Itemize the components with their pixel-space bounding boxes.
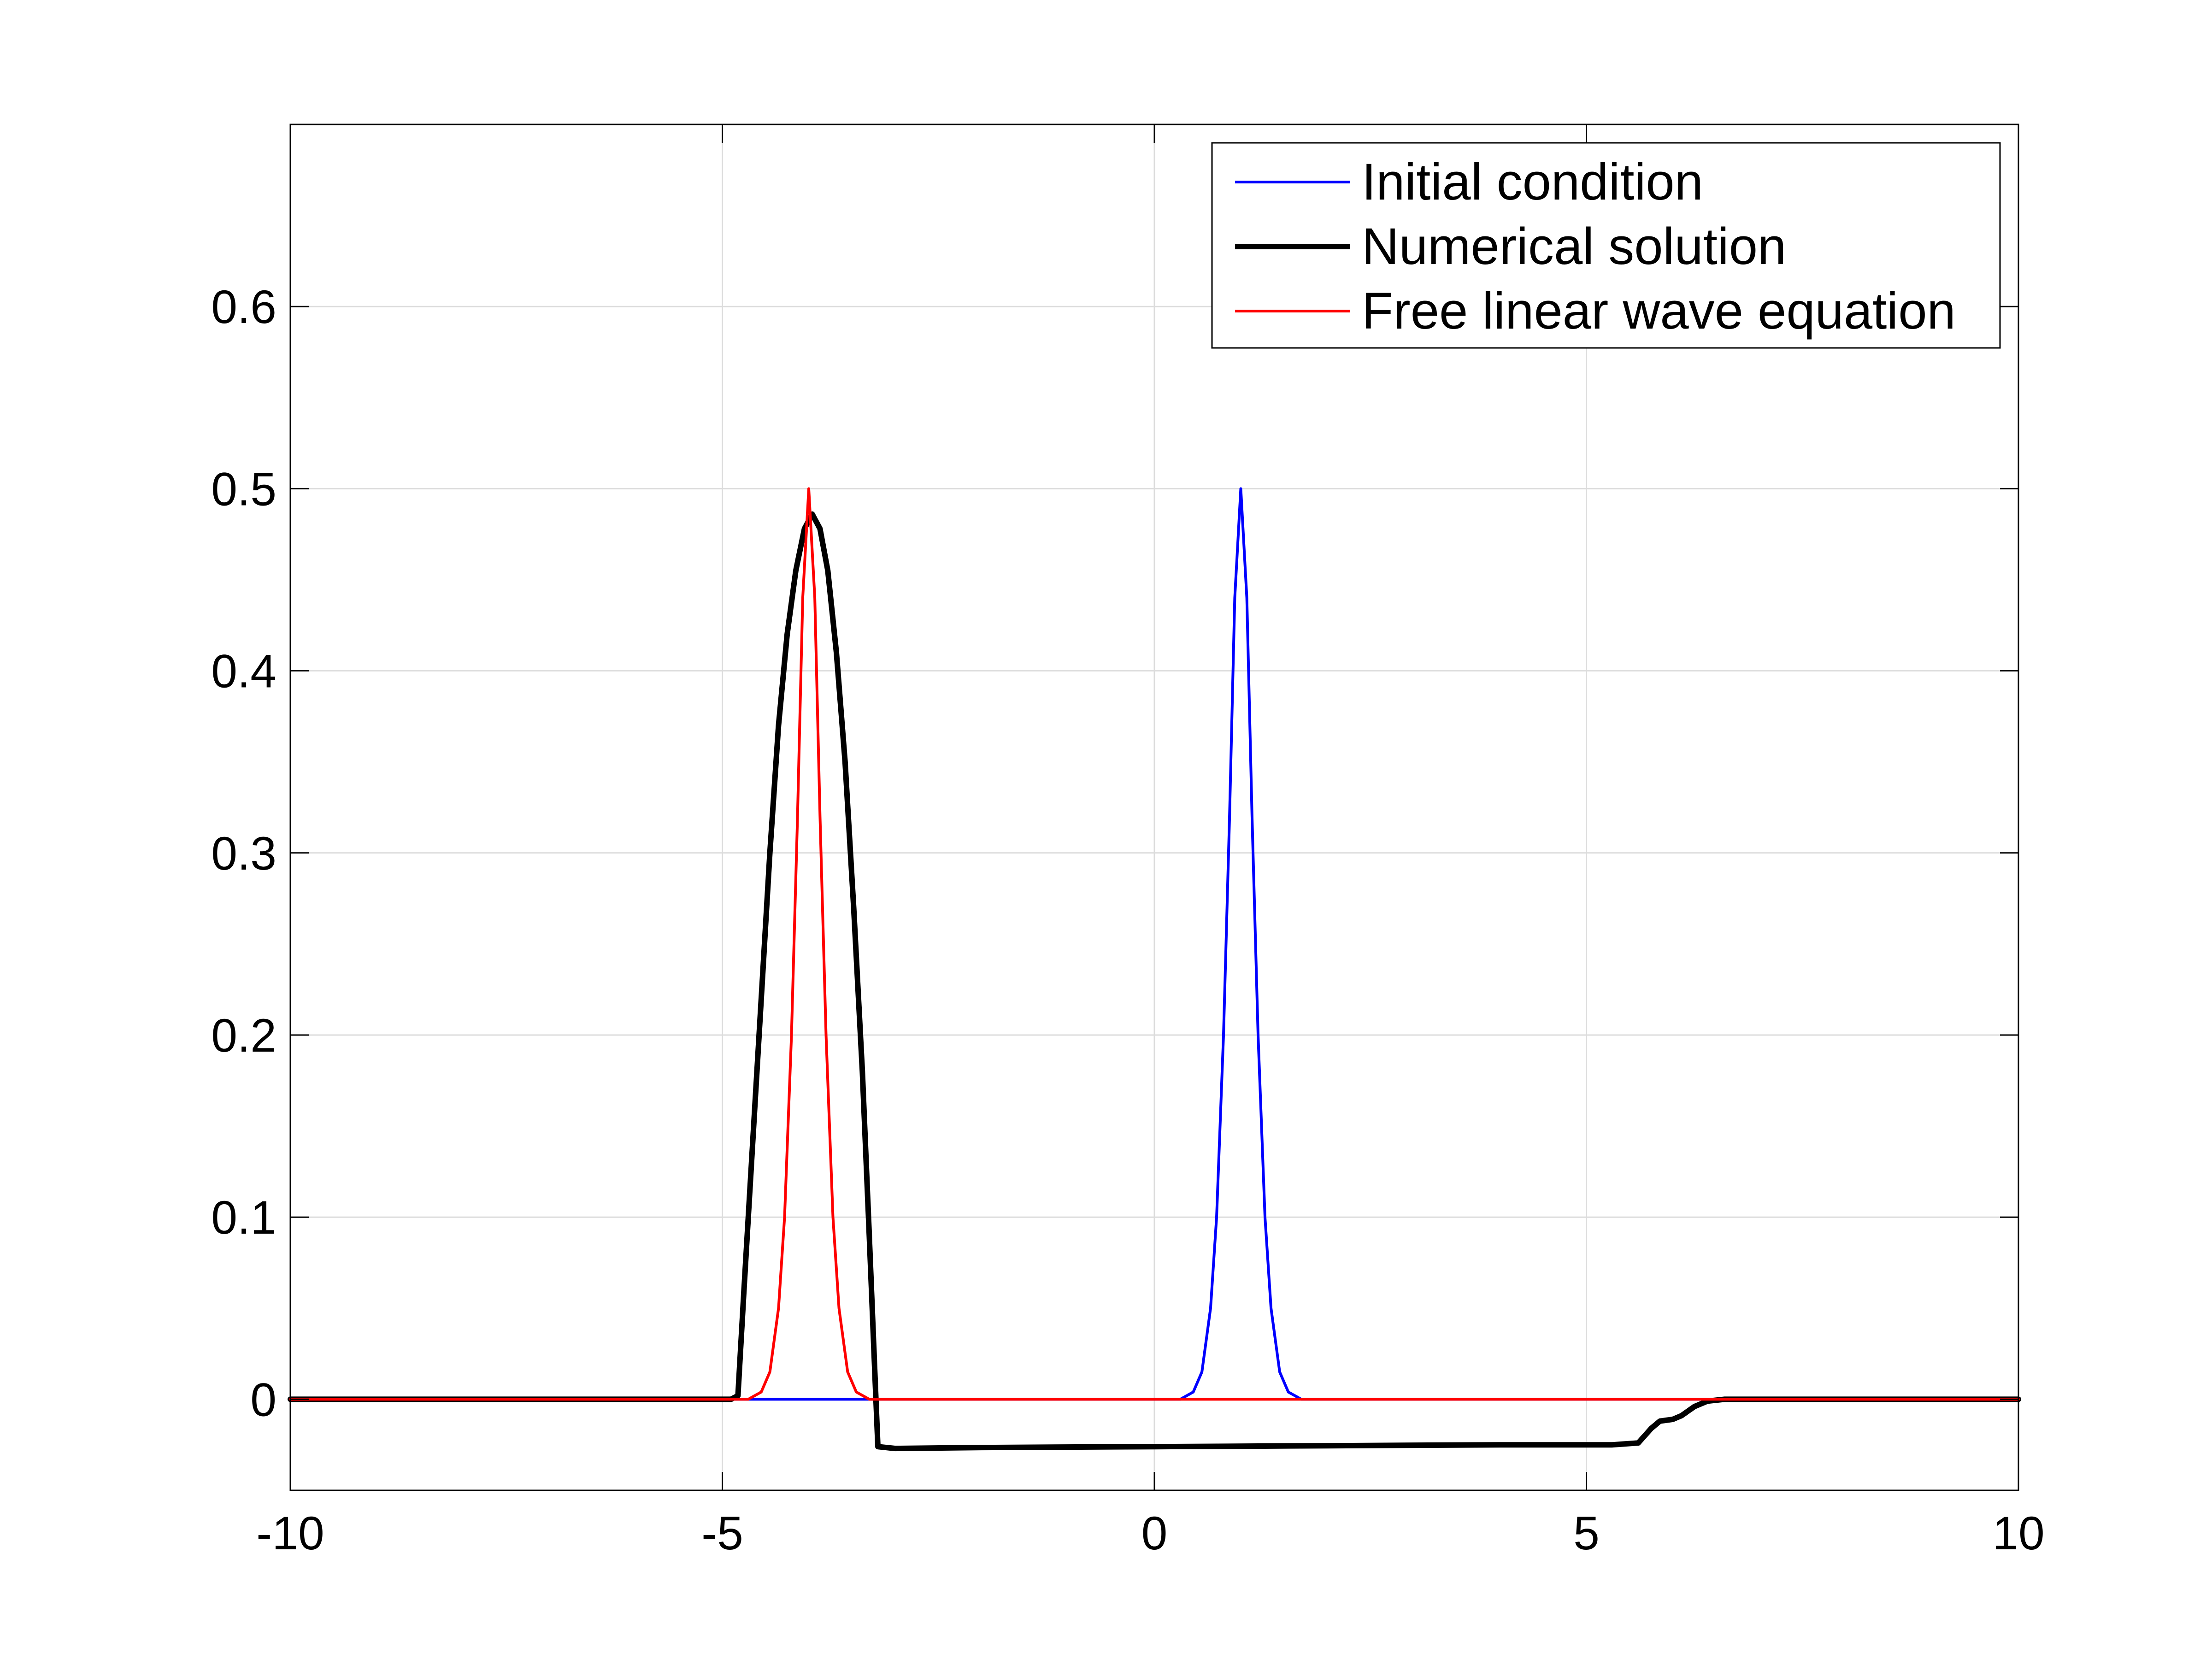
y-tick-label: 0.1: [211, 1191, 276, 1244]
legend-label-initial-condition: Initial condition: [1362, 153, 1703, 211]
x-tick-label: -5: [701, 1507, 743, 1559]
legend: Initial condition Numerical solution Fre…: [1211, 142, 2001, 349]
x-tick-label: 10: [1992, 1507, 2044, 1559]
y-tick-label: 0.2: [211, 1009, 276, 1062]
y-tick-label: 0.3: [211, 827, 276, 880]
legend-label-numerical-solution: Numerical solution: [1362, 218, 1786, 275]
y-axis-tick-labels: 0 0.1 0.2 0.3 0.4 0.5 0.6: [211, 281, 276, 1426]
x-tick-label: 5: [1573, 1507, 1600, 1559]
series-line-initial-condition: [289, 487, 2020, 1401]
legend-label-free-linear-wave-equation: Free linear wave equation: [1362, 282, 1956, 340]
y-tick-label: 0.4: [211, 645, 276, 698]
x-axis-tick-labels: -10 -5 0 5 10: [256, 1507, 2044, 1559]
series-line-numerical-solution: [288, 511, 2021, 1452]
y-tick-label: 0: [250, 1373, 276, 1426]
y-tick-label: 0.6: [211, 281, 276, 333]
series-line-free-linear-wave-equation: [289, 487, 2020, 1401]
axis-ticks: [289, 124, 2019, 1490]
x-tick-label: -10: [256, 1507, 324, 1559]
series-lines: [288, 487, 2021, 1452]
y-tick-label: 0.5: [211, 463, 276, 515]
x-tick-label: 0: [1141, 1507, 1168, 1559]
